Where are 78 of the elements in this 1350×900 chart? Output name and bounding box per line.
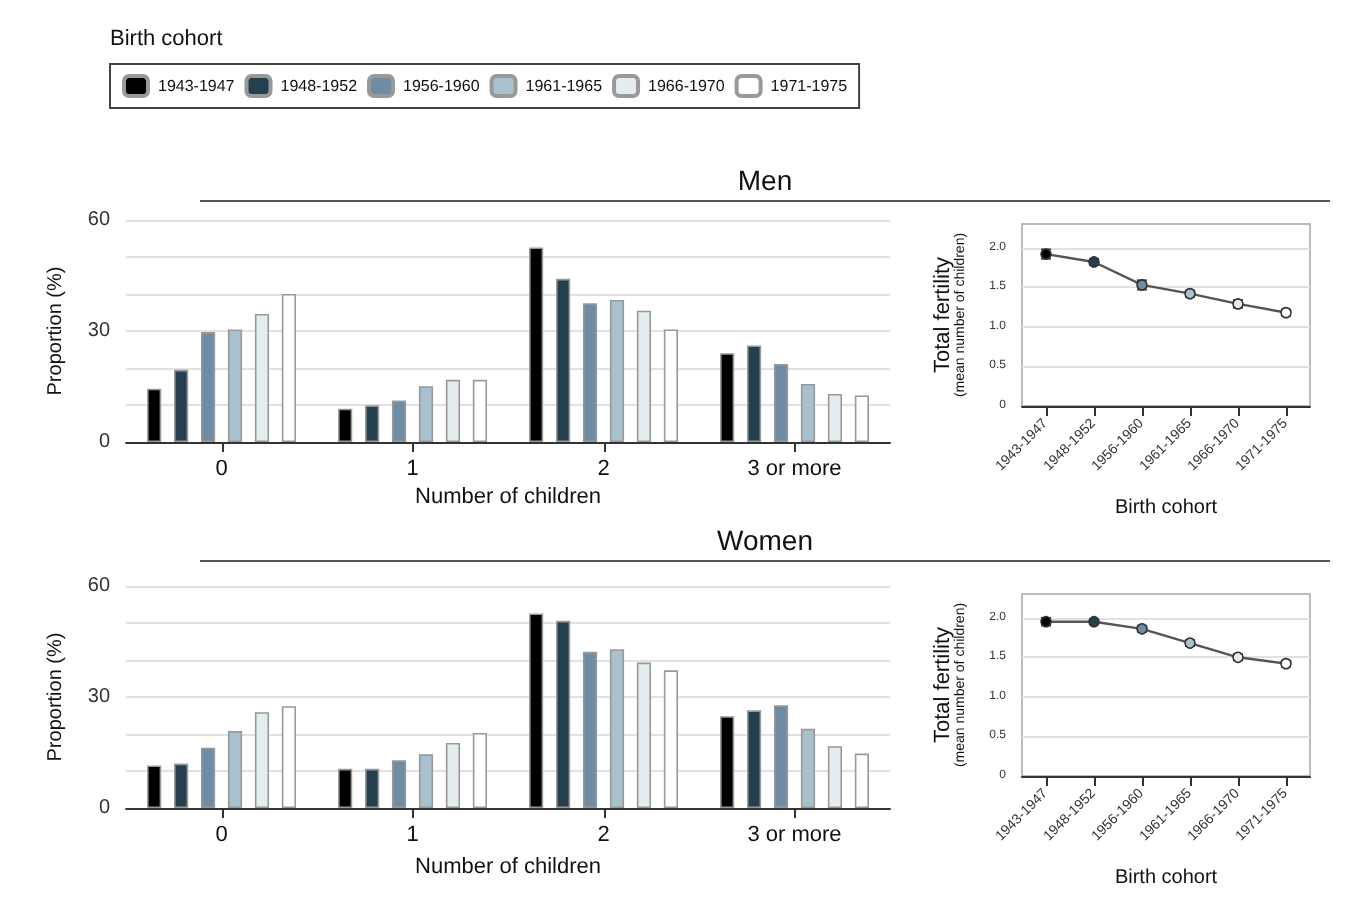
bar: [529, 247, 544, 442]
x-tick-label: 3 or more: [747, 457, 842, 481]
bar: [663, 329, 678, 442]
legend-label: 1971-1975: [770, 77, 849, 95]
y-tick-label: 30: [87, 320, 111, 342]
legend-label: 1956-1960: [403, 77, 481, 95]
x-tick-label: 0: [215, 823, 228, 847]
bar: [720, 353, 735, 442]
bar: [472, 379, 488, 442]
x-tick-label: 3 or more: [747, 823, 842, 847]
bar: [636, 310, 652, 442]
bar: [555, 620, 571, 808]
bar: [281, 706, 297, 808]
bar: [338, 768, 353, 808]
bar: [445, 379, 461, 442]
bar: [827, 393, 843, 442]
bar: [720, 716, 735, 808]
x-tick-label: 2: [597, 457, 610, 481]
bar: [365, 405, 380, 442]
bar: [200, 747, 216, 808]
bar: [800, 383, 816, 442]
y-tick-label: 30: [87, 686, 111, 708]
chart-title: Men: [200, 164, 1330, 202]
bar: [391, 400, 407, 442]
bar: [582, 651, 598, 808]
y-tick-label: 60: [87, 209, 111, 231]
legend-label: 1961-1965: [525, 77, 604, 95]
legend-label: 1948-1952: [280, 77, 359, 95]
bar: [174, 369, 189, 442]
bar: [147, 765, 162, 808]
bar: [472, 732, 488, 808]
point: [1088, 615, 1100, 628]
bar: [338, 408, 353, 442]
y-axis-title: Proportion (%): [45, 632, 67, 762]
x-axis-title: Number of children: [415, 854, 601, 879]
bar: [854, 753, 869, 808]
bar: [773, 363, 789, 442]
x-axis-title: Birth cohort: [1114, 867, 1218, 889]
bar: [555, 278, 571, 442]
x-tick-label: 0: [215, 457, 228, 481]
bar: [773, 705, 789, 808]
x-axis-title: Birth cohort: [1114, 497, 1218, 519]
bar: [391, 760, 407, 808]
bar: [582, 303, 598, 442]
legend-label: 1966-1970: [648, 77, 726, 95]
bar: [636, 662, 652, 808]
y-tick-label: 60: [87, 575, 111, 597]
bar: [174, 763, 189, 808]
bar: [254, 313, 270, 442]
bar: [609, 299, 625, 442]
bar: [227, 329, 243, 442]
bar: [147, 388, 162, 442]
x-tick-label: 1: [406, 823, 419, 847]
chart-title: Women: [200, 524, 1330, 562]
bar: [746, 710, 762, 808]
bar: [227, 731, 243, 808]
point: [1184, 637, 1196, 649]
legend-title: Birth cohort: [110, 27, 223, 51]
bar: [200, 332, 216, 442]
bar: [663, 670, 678, 808]
x-axis-title: Number of children: [415, 485, 601, 509]
bar: [418, 386, 434, 442]
bar: [854, 395, 869, 442]
x-tick-label: 2: [597, 823, 610, 847]
bar: [800, 728, 816, 808]
bar: [418, 754, 434, 808]
legend-label: 1943-1947: [158, 77, 236, 95]
bar: [365, 768, 380, 808]
bar: [827, 746, 843, 808]
bar: [746, 345, 762, 442]
bar: [254, 712, 270, 808]
bar: [445, 742, 461, 808]
bar: [281, 294, 297, 442]
y-axis-title: Proportion (%): [45, 266, 67, 396]
bar: [529, 613, 544, 808]
bar: [609, 649, 625, 808]
x-tick-label: 1: [406, 457, 419, 481]
point: [1088, 256, 1100, 268]
